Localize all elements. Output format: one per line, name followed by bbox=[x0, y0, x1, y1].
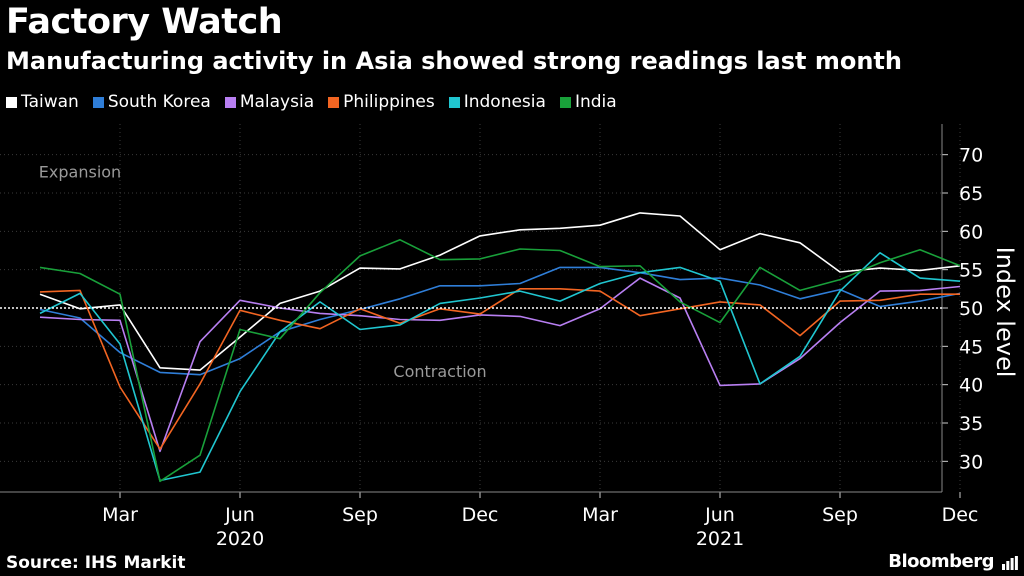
x-tick-label: Mar bbox=[582, 504, 618, 526]
legend: Taiwan South Korea Malaysia Philippines … bbox=[6, 92, 617, 112]
x-year-label: 2020 bbox=[216, 528, 264, 550]
legend-swatch-south-korea bbox=[92, 96, 104, 108]
bloomberg-bars-icon bbox=[1002, 556, 1018, 570]
legend-swatch-indonesia bbox=[448, 96, 460, 108]
legend-label-philippines: Philippines bbox=[343, 92, 435, 112]
legend-swatch-malaysia bbox=[224, 96, 236, 108]
legend-swatch-taiwan bbox=[6, 96, 17, 108]
series-line-malaysia bbox=[39, 277, 961, 453]
x-tick-label: Jun bbox=[704, 504, 735, 526]
source-note: Source: IHS Markit bbox=[6, 553, 186, 573]
legend-item-south-korea: South Korea bbox=[92, 92, 211, 112]
legend-swatch-philippines bbox=[328, 96, 340, 108]
series-line-india bbox=[39, 239, 961, 483]
legend-item-malaysia: Malaysia bbox=[224, 92, 315, 112]
legend-item-taiwan: Taiwan bbox=[6, 92, 79, 112]
y-tick-label: 65 bbox=[959, 183, 983, 205]
x-tick-label: Mar bbox=[102, 504, 138, 526]
x-tick-label: Dec bbox=[942, 504, 979, 526]
brand-logo-text: Bloomberg bbox=[888, 551, 994, 572]
series-line-philippines bbox=[39, 287, 960, 450]
x-tick-label: Dec bbox=[462, 504, 499, 526]
legend-label-south-korea: South Korea bbox=[107, 92, 211, 112]
y-tick-label: 45 bbox=[959, 336, 983, 358]
y-axis-label: Index level bbox=[991, 247, 1019, 378]
legend-item-indonesia: Indonesia bbox=[448, 92, 546, 112]
legend-label-taiwan: Taiwan bbox=[21, 92, 79, 112]
y-tick-label: 30 bbox=[959, 451, 983, 473]
chart-subtitle: Manufacturing activity in Asia showed st… bbox=[6, 47, 902, 75]
series-line-indonesia bbox=[39, 252, 961, 482]
legend-label-malaysia: Malaysia bbox=[239, 92, 315, 112]
x-year-label: 2021 bbox=[696, 528, 744, 550]
x-tick-label: Sep bbox=[342, 504, 378, 526]
y-tick-label: 40 bbox=[959, 375, 983, 397]
y-tick-label: 70 bbox=[959, 145, 983, 167]
legend-item-philippines: Philippines bbox=[328, 92, 435, 112]
y-tick-label: 60 bbox=[959, 221, 983, 243]
chart-title: Factory Watch bbox=[6, 2, 283, 42]
annotation-label: Contraction bbox=[393, 362, 486, 381]
annotation-label: Expansion bbox=[39, 163, 121, 182]
y-tick-label: 35 bbox=[959, 413, 983, 435]
y-tick-label: 55 bbox=[959, 260, 983, 282]
series-line-south-korea bbox=[39, 266, 961, 376]
series-line-taiwan bbox=[39, 212, 961, 371]
legend-item-india: India bbox=[559, 92, 617, 112]
legend-label-indonesia: Indonesia bbox=[463, 92, 546, 112]
y-tick-label: 50 bbox=[959, 298, 983, 320]
legend-swatch-india bbox=[559, 96, 571, 108]
legend-label-india: India bbox=[574, 92, 617, 112]
x-tick-label: Sep bbox=[822, 504, 858, 526]
x-tick-label: Jun bbox=[224, 504, 255, 526]
